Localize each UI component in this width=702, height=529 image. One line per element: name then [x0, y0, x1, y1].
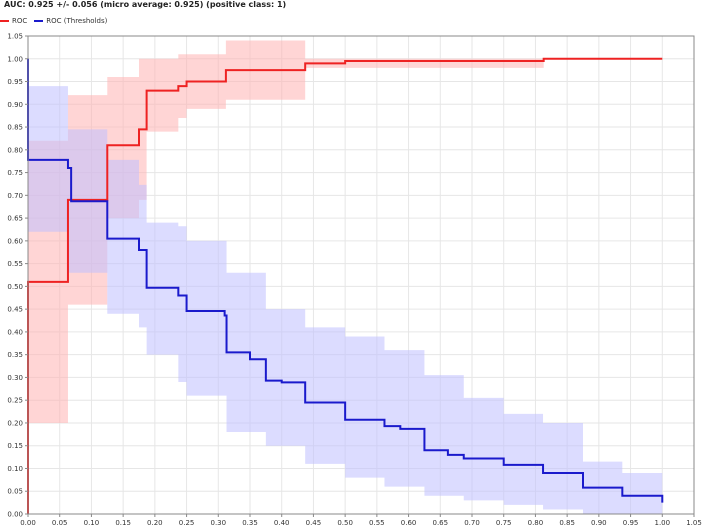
y-tick-label: 0.75 — [7, 169, 23, 177]
x-tick-label: 0.50 — [337, 519, 353, 527]
legend-entry-roc-thresholds[interactable]: ROC (Thresholds) — [34, 17, 107, 25]
x-tick-label: 0.20 — [147, 519, 163, 527]
x-tick-label: 0.40 — [274, 519, 290, 527]
x-tick-label: 0.85 — [559, 519, 575, 527]
x-tick-label: 0.95 — [623, 519, 639, 527]
x-tick-label: 0.55 — [369, 519, 385, 527]
y-tick-label: 0.35 — [7, 351, 23, 359]
legend-label-roc: ROC — [12, 17, 28, 25]
x-tick-label: 0.70 — [464, 519, 480, 527]
chart-legend: ROC ROC (Thresholds) — [0, 17, 114, 25]
y-tick-label: 0.60 — [7, 237, 23, 245]
series-line-roc — [27, 57, 663, 514]
series-line-roc-thresholds — [27, 58, 664, 503]
y-tick-label: 0.30 — [7, 374, 23, 382]
x-tick-label: 0.65 — [432, 519, 448, 527]
x-tick-label: 0.75 — [496, 519, 512, 527]
x-tick-label: 0.00 — [20, 519, 36, 527]
legend-swatch-roc-thresholds — [34, 20, 44, 22]
y-tick-label: 0.40 — [7, 328, 23, 336]
axes-frame — [27, 35, 695, 515]
x-tick-label: 0.45 — [306, 519, 322, 527]
x-tick-label: 1.05 — [686, 519, 702, 527]
legend-entry-roc[interactable]: ROC — [0, 17, 27, 25]
x-tick-label: 0.90 — [591, 519, 607, 527]
x-tick-label: 0.35 — [242, 519, 258, 527]
band-layer — [28, 40, 663, 515]
y-tick-label: 0.50 — [7, 283, 23, 291]
x-tick-label: 0.10 — [84, 519, 100, 527]
y-tick-label: 0.10 — [7, 465, 23, 473]
x-tick-label: 0.60 — [401, 519, 417, 527]
x-tick-label: 0.25 — [179, 519, 195, 527]
x-tick-label: 0.30 — [210, 519, 226, 527]
y-tick-label: 1.00 — [7, 55, 23, 63]
confidence-band-roc-thresholds — [28, 86, 663, 515]
y-tick-label: 0.90 — [7, 101, 23, 109]
axis-layer — [27, 35, 695, 515]
x-tick-label: 0.15 — [115, 519, 131, 527]
y-tick-label: 0.55 — [7, 260, 23, 268]
y-tick-label: 0.70 — [7, 192, 23, 200]
y-tick-label: 0.15 — [7, 442, 23, 450]
y-tick-label: 0.65 — [7, 215, 23, 223]
y-tick-label: 0.20 — [7, 419, 23, 427]
y-tick-label: 0.25 — [7, 397, 23, 405]
tick-layer: 0.00 0.05 0.10 0.15 0.20 0.25 0.30 0.35 0.40 0.45… — [7, 33, 701, 528]
y-tick-label: 0.85 — [7, 124, 23, 132]
x-tick-label: 0.80 — [528, 519, 544, 527]
chart-title: AUC: 0.925 +/- 0.056 (micro average: 0.9… — [4, 0, 287, 9]
x-tick-label: 0.05 — [52, 519, 68, 527]
y-tick-label: 0.05 — [7, 488, 23, 496]
y-tick-label: 0.00 — [7, 511, 23, 519]
y-tick-label: 0.80 — [7, 146, 23, 154]
legend-label-roc-thresholds: ROC (Thresholds) — [46, 17, 108, 25]
y-tick-label: 0.45 — [7, 306, 23, 314]
y-tick-label: 1.05 — [7, 33, 23, 41]
x-tick-label: 1.00 — [654, 519, 670, 527]
y-tick-label: 0.95 — [7, 78, 23, 86]
line-layer — [27, 57, 664, 514]
legend-swatch-roc — [0, 20, 9, 22]
